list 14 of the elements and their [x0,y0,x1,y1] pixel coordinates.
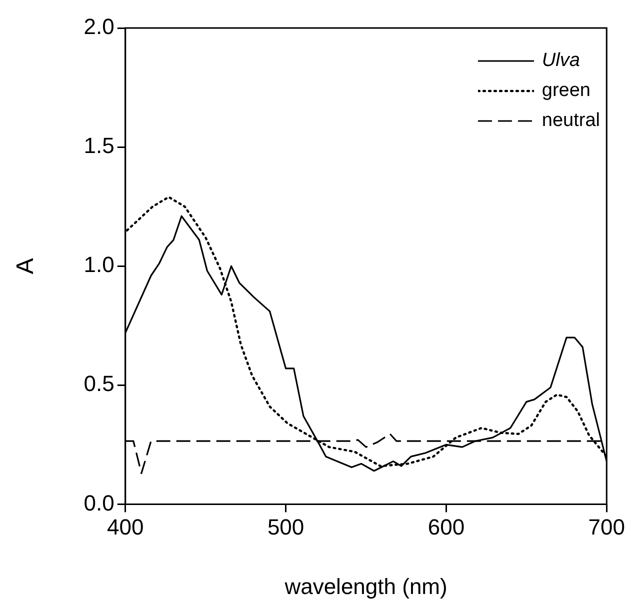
x-tick-label: 500 [267,514,304,540]
legend-label: Ulva [542,50,580,72]
y-tick-label: 2.0 [84,14,114,40]
legend-label: neutral [542,110,600,132]
x-tick-label: 700 [588,514,626,540]
legend-label: green [542,80,590,102]
y-tick-label: 0.0 [84,490,114,516]
x-tick-label: 400 [107,514,144,540]
y-axis-title: A [12,258,40,274]
x-tick-label: 600 [428,514,465,540]
y-tick-label: 1.5 [84,133,114,158]
y-tick-label: 0.5 [84,371,114,396]
y-tick-label: 1.0 [84,252,114,278]
x-axis-title: wavelength (nm) [284,574,448,599]
